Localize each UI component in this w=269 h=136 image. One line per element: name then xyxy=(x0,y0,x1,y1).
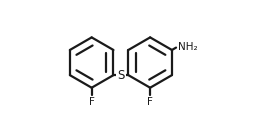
Text: S: S xyxy=(117,69,125,82)
Text: F: F xyxy=(147,97,153,107)
Text: F: F xyxy=(89,97,95,107)
Text: NH₂: NH₂ xyxy=(179,42,198,52)
